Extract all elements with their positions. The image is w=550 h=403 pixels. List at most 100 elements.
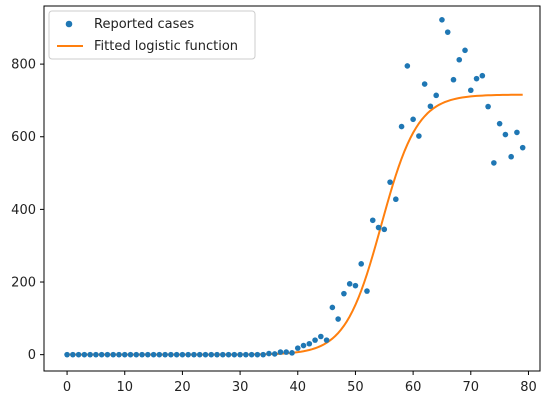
y-tick-label: 200 bbox=[11, 276, 36, 291]
reported-case-point bbox=[127, 351, 134, 358]
reported-case-point bbox=[346, 281, 353, 287]
reported-case-point bbox=[260, 351, 266, 358]
x-tick-label: 0 bbox=[63, 380, 71, 395]
reported-case-point bbox=[219, 351, 226, 358]
reported-case-point bbox=[352, 282, 359, 289]
reported-case-point bbox=[398, 123, 405, 130]
reported-case-point bbox=[306, 340, 313, 347]
reported-case-point bbox=[87, 351, 93, 358]
reported-case-point bbox=[508, 153, 514, 160]
reported-case-point bbox=[335, 316, 341, 322]
reported-case-point bbox=[162, 351, 168, 358]
reported-case-point bbox=[185, 351, 191, 358]
reported-case-point bbox=[467, 87, 474, 94]
x-tick-label: 80 bbox=[520, 380, 537, 395]
reported-case-point bbox=[110, 351, 117, 358]
reported-case-point bbox=[496, 120, 503, 127]
y-tick-label: 600 bbox=[11, 130, 36, 145]
reported-case-point bbox=[168, 351, 174, 358]
reported-case-point bbox=[64, 351, 70, 358]
reported-case-point bbox=[156, 351, 163, 358]
reported-case-point bbox=[514, 129, 520, 136]
reported-case-point bbox=[485, 103, 491, 110]
reported-case-point bbox=[70, 351, 76, 358]
reported-case-point bbox=[271, 351, 278, 357]
reported-case-point bbox=[433, 92, 439, 99]
reported-case-point bbox=[116, 351, 122, 358]
reported-case-point bbox=[283, 349, 290, 355]
reported-case-point bbox=[318, 333, 324, 340]
reported-case-point bbox=[81, 351, 88, 358]
reported-case-point bbox=[341, 290, 347, 297]
reported-case-point bbox=[121, 351, 128, 358]
reported-case-point bbox=[243, 351, 249, 358]
reported-case-point bbox=[289, 350, 295, 356]
reported-case-point bbox=[98, 351, 105, 358]
reported-case-point bbox=[266, 350, 272, 357]
plot-frame bbox=[43, 5, 541, 372]
reported-case-point bbox=[387, 179, 393, 185]
reported-case-point bbox=[416, 133, 422, 139]
x-tick-label: 40 bbox=[289, 380, 306, 395]
legend: Reported cases Fitted logistic function bbox=[48, 10, 256, 60]
reported-case-point bbox=[237, 351, 243, 358]
reported-case-point bbox=[491, 160, 497, 166]
reported-case-point bbox=[225, 351, 232, 358]
reported-case-point bbox=[519, 144, 526, 151]
x-tick-label: 20 bbox=[174, 380, 191, 395]
reported-case-point bbox=[231, 351, 238, 358]
reported-case-point bbox=[439, 17, 445, 23]
x-tick-label: 10 bbox=[116, 380, 133, 395]
x-tick-label: 50 bbox=[347, 380, 364, 395]
reported-case-point bbox=[364, 288, 370, 294]
reported-case-point bbox=[294, 345, 301, 351]
reported-case-point bbox=[208, 351, 215, 358]
y-axis-ticks: 0 200 400 600 800 bbox=[11, 58, 44, 363]
legend-scatter-label: Reported cases bbox=[94, 17, 194, 32]
reported-case-point bbox=[196, 351, 203, 358]
plot-area bbox=[64, 17, 526, 358]
y-tick-label: 0 bbox=[28, 348, 36, 363]
reported-case-point bbox=[145, 351, 151, 358]
reported-case-point bbox=[191, 351, 197, 358]
reported-case-point bbox=[329, 304, 336, 311]
legend-box bbox=[48, 10, 256, 60]
legend-line-label: Fitted logistic function bbox=[94, 39, 238, 54]
y-tick-label: 800 bbox=[11, 58, 36, 73]
x-axis-ticks: 0 10 20 30 40 50 60 70 80 bbox=[63, 371, 537, 395]
reported-case-point bbox=[450, 76, 457, 83]
reported-case-point bbox=[381, 226, 388, 233]
reported-case-point bbox=[375, 224, 382, 231]
reported-case-point bbox=[75, 351, 82, 358]
reported-case-point bbox=[369, 217, 376, 224]
reported-case-point bbox=[427, 103, 434, 110]
x-tick-label: 70 bbox=[463, 380, 480, 395]
reported-case-point bbox=[444, 29, 451, 35]
reported-case-point bbox=[421, 81, 428, 87]
reported-case-point bbox=[202, 351, 209, 358]
reported-case-point bbox=[323, 337, 330, 343]
reported-case-point bbox=[214, 351, 220, 358]
fitted-logistic-line bbox=[67, 93, 523, 356]
legend-scatter-marker bbox=[65, 20, 73, 28]
reported-case-point bbox=[248, 351, 255, 358]
reported-case-point bbox=[93, 351, 99, 358]
reported-case-point bbox=[502, 131, 509, 138]
reported-case-point bbox=[254, 351, 261, 358]
reported-case-point bbox=[479, 72, 486, 79]
reported-case-point bbox=[150, 351, 157, 358]
reported-case-point bbox=[277, 349, 284, 355]
reported-case-point bbox=[133, 351, 140, 358]
reported-case-point bbox=[456, 56, 463, 63]
reported-case-point bbox=[358, 261, 365, 267]
y-tick-label: 400 bbox=[11, 203, 36, 218]
reported-case-point bbox=[462, 47, 468, 54]
reported-case-point bbox=[393, 196, 399, 203]
x-tick-label: 60 bbox=[405, 380, 422, 395]
reported-case-point bbox=[139, 351, 145, 358]
reported-case-point bbox=[410, 116, 416, 123]
reported-case-point bbox=[404, 63, 411, 69]
reported-case-point bbox=[104, 351, 111, 358]
reported-case-point bbox=[179, 351, 186, 358]
